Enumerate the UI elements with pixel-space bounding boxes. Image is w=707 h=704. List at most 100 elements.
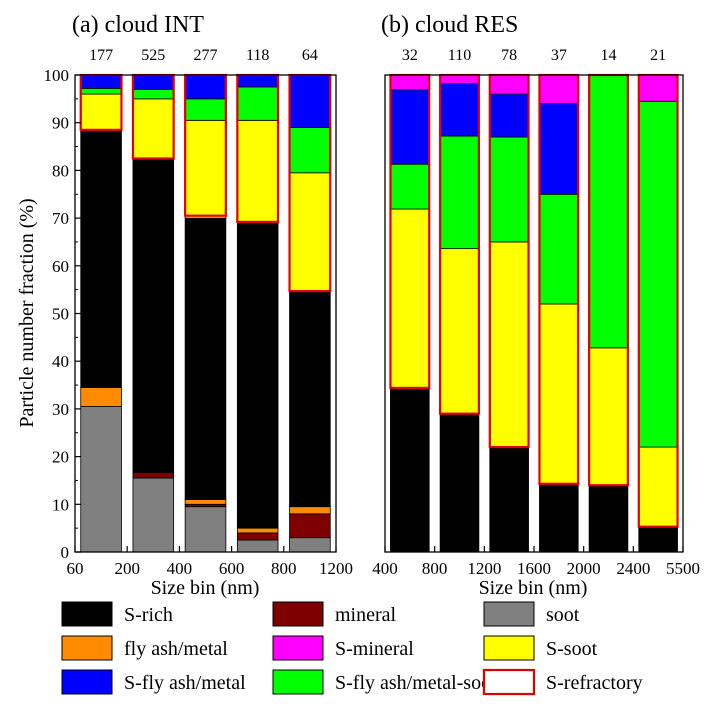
bar-segment-s-fly-ash-metal — [289, 74, 331, 128]
bar-count-label: 21 — [650, 47, 666, 64]
bar-segment-s-soot — [289, 172, 331, 293]
bar-segment-s-fly-ash-metal-soot — [638, 100, 678, 448]
bar-segment-s-fly-ash-metal — [439, 83, 480, 137]
panel-title: (a) cloud INT — [72, 12, 204, 38]
bar-segment-fly-ash-metal — [289, 506, 331, 515]
x-tick-label: 600 — [219, 559, 245, 578]
bar-count-label: 64 — [302, 47, 318, 64]
bar-count-label: 37 — [551, 47, 567, 64]
x-tick-label: 400 — [372, 559, 398, 578]
legend-label: fly ash/metal — [124, 638, 228, 660]
bar-segment-s-rich — [439, 413, 480, 553]
bar-segment-s-mineral — [539, 74, 579, 105]
bar-segment-mineral — [132, 471, 175, 479]
legend-swatch-soot — [483, 601, 535, 627]
bar-segment-s-fly-ash-metal-soot — [289, 127, 331, 174]
y-tick-label: 50 — [52, 305, 69, 324]
bar-segment-s-soot — [439, 248, 480, 415]
bar-segment-soot — [236, 539, 279, 553]
bar-segment-s-mineral — [489, 74, 529, 95]
legend-swatch-mineral — [272, 601, 324, 627]
legend-label: S-refractory — [546, 672, 643, 694]
y-tick-label: 0 — [61, 543, 70, 562]
bar-segment-s-rich — [539, 483, 579, 553]
bar-segment-soot — [184, 506, 227, 553]
legend-label: S-mineral — [335, 638, 414, 660]
legend-swatch-s-rich — [61, 601, 113, 627]
bar-segment-s-fly-ash-metal — [539, 103, 579, 195]
bar-segment-fly-ash-metal — [184, 499, 227, 505]
bar-segment-mineral — [289, 513, 331, 539]
bar-segment-s-fly-ash-metal-soot — [539, 193, 579, 305]
bar-segment-s-soot — [489, 241, 529, 448]
bar-count-label: 277 — [194, 47, 218, 64]
legend-label: soot — [546, 604, 580, 626]
bar-segment-s-fly-ash-metal-soot — [588, 74, 629, 349]
legend-label: S-soot — [546, 638, 598, 660]
y-tick-label: 70 — [52, 209, 69, 228]
bar-count-label: 14 — [601, 47, 617, 64]
bar-segment-s-mineral — [390, 74, 430, 91]
bar-segment-s-fly-ash-metal — [80, 74, 122, 89]
legend-swatch-s-mineral — [272, 635, 324, 661]
x-tick-label: 1600 — [517, 559, 551, 578]
bar-segment-s-rich — [489, 446, 529, 553]
bar-segment-s-fly-ash-metal — [132, 74, 175, 90]
bar-segment-s-rich — [390, 387, 430, 553]
bar-segment-s-rich — [289, 291, 331, 508]
bar-segment-s-mineral — [638, 74, 678, 102]
y-tick-label: 10 — [52, 495, 69, 514]
bar-segment-s-fly-ash-metal-soot — [132, 88, 175, 100]
bar-count-label: 177 — [89, 47, 113, 64]
x-tick-label: 60 — [67, 559, 84, 578]
y-tick-label: 20 — [52, 448, 69, 467]
x-tick-label: 2400 — [616, 559, 650, 578]
legend-label: S-fly ash/metal — [124, 672, 246, 694]
legend-label: S-fly ash/metal-soot — [335, 672, 497, 694]
legend-label: mineral — [335, 604, 397, 626]
bar-segment-mineral — [236, 532, 279, 541]
bar-segment-s-rich — [184, 217, 227, 500]
bar-segment-s-soot — [588, 347, 629, 486]
x-tick-label: 200 — [114, 559, 140, 578]
x-tick-label: 800 — [422, 559, 448, 578]
bar-segment-s-soot — [132, 98, 175, 159]
bar-segment-s-soot — [236, 119, 279, 224]
bar-segment-s-fly-ash-metal — [390, 89, 430, 165]
legend-swatch-s-fly-ash-metal — [61, 669, 113, 695]
bar-segment-s-fly-ash-metal — [489, 93, 529, 138]
bar-segment-s-soot — [184, 119, 227, 219]
y-tick-label: 40 — [52, 352, 69, 371]
x-tick-label: 2000 — [567, 559, 601, 578]
legend-swatch-s-fly-ash-metal-soot — [272, 669, 324, 695]
legend-swatch-s-refractory — [482, 668, 536, 696]
y-tick-label: 100 — [44, 66, 70, 85]
bar-segment-s-rich — [132, 158, 175, 473]
bar-segment-s-soot — [539, 303, 579, 485]
bar-count-label: 525 — [141, 47, 165, 64]
bar-count-label: 32 — [402, 47, 418, 64]
y-tick-label: 30 — [52, 400, 69, 419]
x-tick-label: 800 — [271, 559, 297, 578]
panel-b: (b) cloud RES 32 110 78 37 14 21 400 800 1200 1600… — [372, 12, 700, 599]
bar-segment-s-soot — [390, 208, 430, 389]
bar-segment-s-fly-ash-metal — [184, 74, 227, 100]
panel-a: (a) cloud INT 177 525 277 118 64 0 10 20 30 40 50 60… — [44, 12, 354, 599]
bar-count-label: 110 — [448, 47, 471, 64]
x-axis-label: Size bin (nm) — [479, 577, 588, 599]
bar-segment-s-fly-ash-metal-soot — [184, 98, 227, 121]
bar-count-label: 78 — [501, 47, 517, 64]
y-tick-label: 60 — [52, 257, 69, 276]
x-axis-label: Size bin (nm) — [151, 577, 260, 599]
bar-segment-s-soot — [80, 93, 122, 131]
x-tick-label: 400 — [167, 559, 193, 578]
bar-segment-s-fly-ash-metal-soot — [439, 135, 480, 250]
bar-segment-s-rich — [80, 129, 122, 388]
legend: S-rich mineral soot fly ash/metal S-mineral S… — [61, 601, 643, 696]
bar-segment-fly-ash-metal — [236, 527, 279, 534]
x-tick-label: 5500 — [666, 559, 700, 578]
legend-label: S-rich — [124, 604, 173, 626]
bar-segment-s-fly-ash-metal-soot — [80, 87, 122, 95]
bar-segment-s-rich — [588, 484, 629, 553]
